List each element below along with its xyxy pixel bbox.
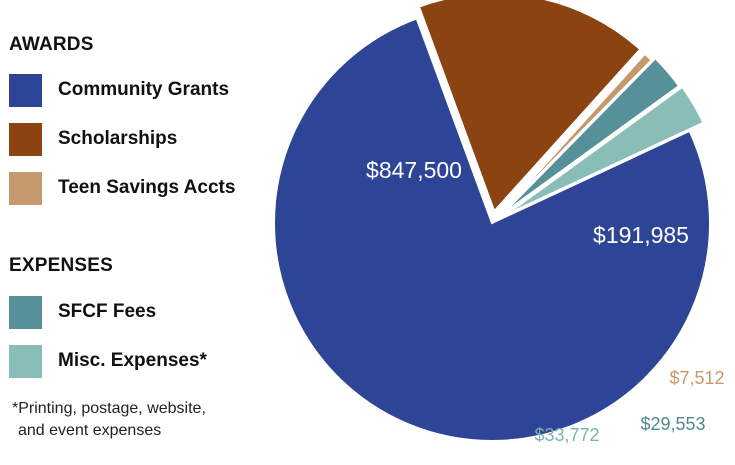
legend-swatch-community-grants xyxy=(9,73,42,107)
pie-slice-scholarships xyxy=(417,0,642,214)
pie-slice-misc-expenses xyxy=(505,85,705,216)
pie-slice-sfcf-fees xyxy=(501,56,681,215)
slice-label-scholarships: $191,985 xyxy=(593,222,689,248)
footnote-line-2: and event expenses xyxy=(18,422,162,439)
legend-item-sfcf-fees: SFCF Fees xyxy=(9,294,156,330)
footnote-line-1: *Printing, postage, website, xyxy=(12,400,206,417)
footnote: *Printing, postage, website, and event e… xyxy=(12,398,292,442)
slice-label-community-grants: $847,500 xyxy=(366,157,462,183)
slice-label-teen-savings: $7,512 xyxy=(669,368,724,388)
legend-label-misc-expenses: Misc. Expenses* xyxy=(58,350,207,371)
legend-label-sfcf-fees: SFCF Fees xyxy=(58,301,157,322)
legend: AWARDS Community Grants Scholarships Tee… xyxy=(0,0,290,465)
legend-item-community-grants: Community Grants xyxy=(9,72,229,108)
legend-label-scholarships: Scholarships xyxy=(58,128,178,149)
legend-item-misc-expenses: Misc. Expenses* xyxy=(9,343,207,379)
slice-label-sfcf-fees: $29,553 xyxy=(640,414,705,434)
legend-swatch-teen-savings xyxy=(9,171,42,205)
legend-group-title-expenses: EXPENSES xyxy=(9,255,114,276)
legend-item-scholarships: Scholarships xyxy=(9,121,177,157)
slice-label-misc-expenses: $33,772 xyxy=(534,425,599,445)
pie-slice-community-grants xyxy=(273,17,711,442)
legend-item-teen-savings: Teen Savings Accts xyxy=(9,170,235,206)
legend-label-teen-savings: Teen Savings Accts xyxy=(58,177,236,198)
legend-swatch-scholarships xyxy=(9,122,42,156)
legend-label-community-grants: Community Grants xyxy=(58,79,230,100)
pie-slice-teen-savings xyxy=(498,52,653,217)
legend-swatch-sfcf-fees xyxy=(9,295,42,329)
legend-swatch-misc-expenses xyxy=(9,344,42,378)
legend-group-title-awards: AWARDS xyxy=(9,34,94,55)
